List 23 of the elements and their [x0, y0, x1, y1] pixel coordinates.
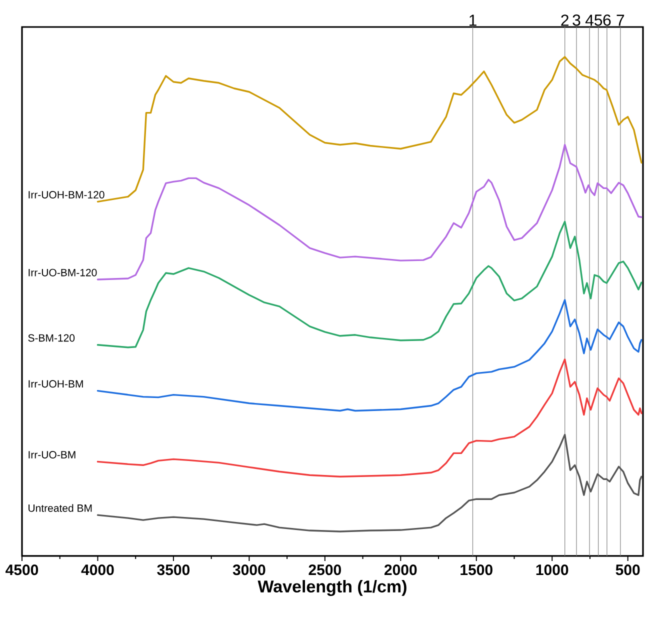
- x-tick-label: 3000: [232, 564, 266, 576]
- x-tick-label: 1000: [536, 564, 568, 576]
- text: S-BM-120: [28, 334, 75, 342]
- x-tick-label: 4000: [81, 564, 114, 576]
- text: 4: [585, 14, 594, 26]
- text: 7: [616, 14, 624, 26]
- x-tick-label: 500: [616, 564, 640, 576]
- x-tick-label: 4500: [6, 564, 38, 576]
- text: 3: [572, 14, 580, 26]
- text: Irr-UO-BM: [28, 451, 76, 458]
- x-tick-label: 3500: [157, 564, 190, 576]
- series-label: Irr-UOH-BM: [28, 380, 83, 388]
- series-label: Irr-UOH-BM-120: [28, 191, 104, 198]
- text: 2: [561, 14, 568, 26]
- text: 6: [603, 14, 611, 26]
- text: 5: [594, 14, 602, 26]
- series-label: Irr-UO-BM-120: [28, 268, 97, 276]
- x-tick-label: 2500: [308, 564, 341, 576]
- x-tick-label: 2000: [384, 564, 417, 576]
- series-label: Untreated BM: [28, 504, 92, 512]
- x-tick-label: 1500: [460, 564, 492, 576]
- x-axis-title: Wavelength (1/cm): [258, 580, 406, 596]
- text: 1: [470, 14, 476, 26]
